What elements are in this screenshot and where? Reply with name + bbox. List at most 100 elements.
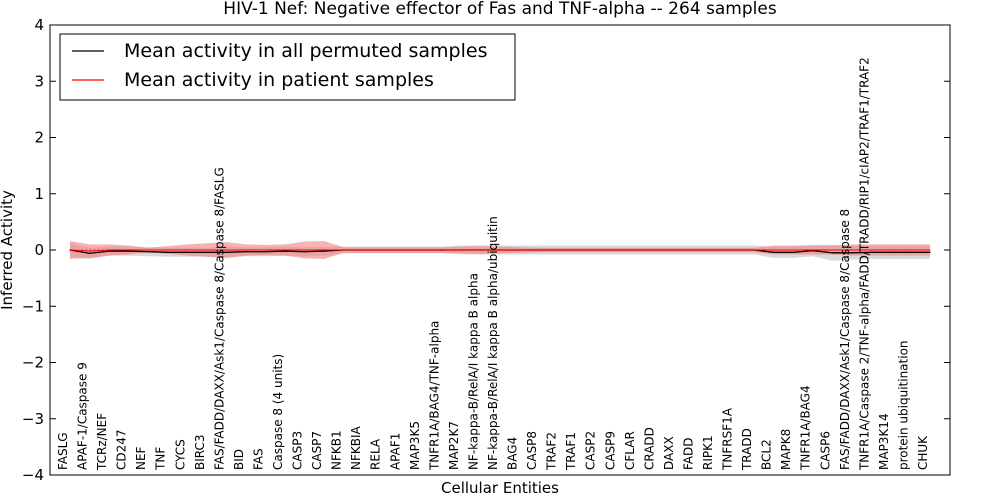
- point-series-0-8: [225, 251, 227, 253]
- point-series-0-12: [303, 251, 306, 253]
- x-tick-label-8: FAS/FADD/DAXX/Ask1/Caspase 8/Caspase 8/F…: [212, 167, 226, 470]
- point-series-0-39: [831, 252, 833, 254]
- y-tick-label-3: −1: [22, 297, 44, 315]
- x-tick-label-32: FADD: [682, 438, 696, 471]
- x-tick-label-9: BID: [232, 449, 246, 470]
- point-series-0-7: [206, 251, 208, 253]
- point-series-1-3: [128, 249, 130, 251]
- x-tick-label-34: TNFRSF1A: [721, 407, 735, 471]
- point-series-1-24: [538, 249, 540, 251]
- point-series-1-9: [245, 249, 247, 251]
- point-series-1-23: [518, 249, 521, 251]
- point-series-1-4: [147, 249, 149, 251]
- x-tick-label-12: CASP3: [291, 431, 305, 470]
- legend: Mean activity in all permuted samples Me…: [59, 33, 516, 101]
- x-tick-label-18: MAP3K5: [408, 421, 422, 470]
- plot-layer: [69, 241, 931, 261]
- point-series-0-36: [773, 251, 775, 253]
- point-series-0-37: [792, 251, 794, 253]
- point-series-0-10: [264, 251, 267, 253]
- point-series-0-2: [108, 250, 110, 252]
- x-tick-label-10: FAS: [252, 448, 266, 470]
- point-series-1-12: [303, 249, 306, 251]
- x-tick-label-35: TRADD: [740, 428, 754, 471]
- y-tick-label-8: 4: [34, 16, 44, 34]
- point-series-1-22: [499, 249, 501, 251]
- x-tick-label-15: NFKBIA: [349, 425, 363, 470]
- legend-label-permuted: Mean activity in all permuted samples: [124, 40, 487, 62]
- point-series-1-8: [225, 249, 227, 251]
- x-tick-label-38: TNFR1A/BAG4: [799, 385, 813, 471]
- point-series-0-4: [147, 251, 149, 253]
- y-tick-label-6: 2: [34, 129, 44, 147]
- point-series-1-21: [479, 249, 482, 251]
- point-series-1-16: [382, 249, 384, 251]
- point-series-0-1: [88, 252, 91, 254]
- x-tick-label-39: CASP6: [818, 431, 832, 470]
- point-series-1-43: [909, 249, 912, 251]
- point-series-1-36: [773, 249, 775, 251]
- point-series-0-9: [245, 251, 247, 253]
- y-tick-label-7: 3: [34, 72, 44, 90]
- point-series-1-5: [167, 249, 169, 251]
- y-axis-label: Inferred Activity: [0, 190, 16, 310]
- x-tick-label-25: TRAF2: [545, 432, 559, 471]
- point-series-0-42: [890, 251, 892, 253]
- point-series-1-27: [597, 249, 599, 251]
- point-series-1-11: [284, 249, 286, 251]
- point-series-1-0: [69, 249, 71, 251]
- point-series-1-6: [186, 249, 188, 251]
- x-tick-label-0: FASLG: [56, 432, 70, 470]
- x-tick-label-36: BCL2: [760, 439, 774, 470]
- point-series-1-20: [460, 249, 462, 251]
- x-tick-label-24: CASP8: [525, 431, 539, 470]
- x-tick-label-40: FAS/FADD/DAXX/Ask1/Caspase 8/Caspase 8: [838, 209, 852, 470]
- point-series-0-3: [128, 250, 130, 252]
- x-tick-label-22: NF-kappa-B/RelA/I kappa B alpha/ubiquiti…: [486, 216, 500, 470]
- point-series-1-34: [733, 249, 736, 251]
- point-series-1-41: [870, 249, 873, 251]
- point-series-1-10: [264, 249, 267, 251]
- point-series-1-18: [421, 249, 423, 251]
- x-tick-label-16: RELA: [369, 438, 383, 470]
- x-tick-label-21: NF-kappa-B/RelA/I kappa B alpha: [467, 273, 481, 470]
- x-axis-label: Cellular Entities: [441, 479, 559, 497]
- point-series-1-1: [88, 250, 91, 252]
- point-series-1-42: [890, 249, 892, 251]
- x-tick-label-2: TCRz/NEF: [95, 413, 109, 471]
- legend-box: [59, 33, 516, 101]
- x-tick-label-7: BIRC3: [193, 434, 207, 470]
- point-series-1-39: [831, 249, 833, 251]
- x-tick-label-28: CASP9: [603, 431, 617, 470]
- point-series-1-13: [323, 249, 325, 251]
- y-tick-label-2: −2: [22, 354, 44, 372]
- x-tick-label-41: TNFR1A/Caspase 2/TNF-alpha/FADD/TRADD/RI…: [857, 57, 871, 471]
- x-tick-label-1: APAF-1/Caspase 9: [76, 362, 90, 470]
- x-tick-label-33: RIPK1: [701, 435, 715, 470]
- point-series-0-44: [929, 251, 931, 253]
- point-series-1-31: [675, 249, 677, 251]
- x-tick-label-26: TRAF1: [564, 432, 578, 471]
- point-series-1-25: [558, 249, 560, 251]
- point-series-1-19: [440, 249, 442, 251]
- x-tick-label-3: CD247: [115, 429, 129, 470]
- point-series-0-43: [909, 251, 912, 253]
- x-tick-label-43: protein ubiquitination: [897, 340, 911, 470]
- point-series-0-41: [870, 251, 873, 253]
- x-tick-label-5: TNF: [154, 447, 168, 471]
- x-tick-label-11: Caspase 8 (4 units): [271, 354, 285, 470]
- point-series-1-29: [636, 249, 638, 251]
- point-series-1-40: [851, 249, 853, 251]
- point-series-1-44: [929, 249, 931, 251]
- legend-label-patient: Mean activity in patient samples: [124, 69, 434, 91]
- point-series-0-40: [851, 252, 853, 254]
- point-series-1-32: [694, 249, 697, 251]
- y-tick-label-1: −3: [22, 410, 44, 428]
- y-tick-label-4: 0: [34, 241, 44, 259]
- point-series-1-38: [812, 249, 814, 251]
- x-tick-label-20: MAP2K7: [447, 421, 461, 470]
- x-tick-label-31: DAXX: [662, 436, 676, 470]
- x-tick-label-4: NEF: [134, 446, 148, 470]
- point-series-1-17: [401, 249, 403, 251]
